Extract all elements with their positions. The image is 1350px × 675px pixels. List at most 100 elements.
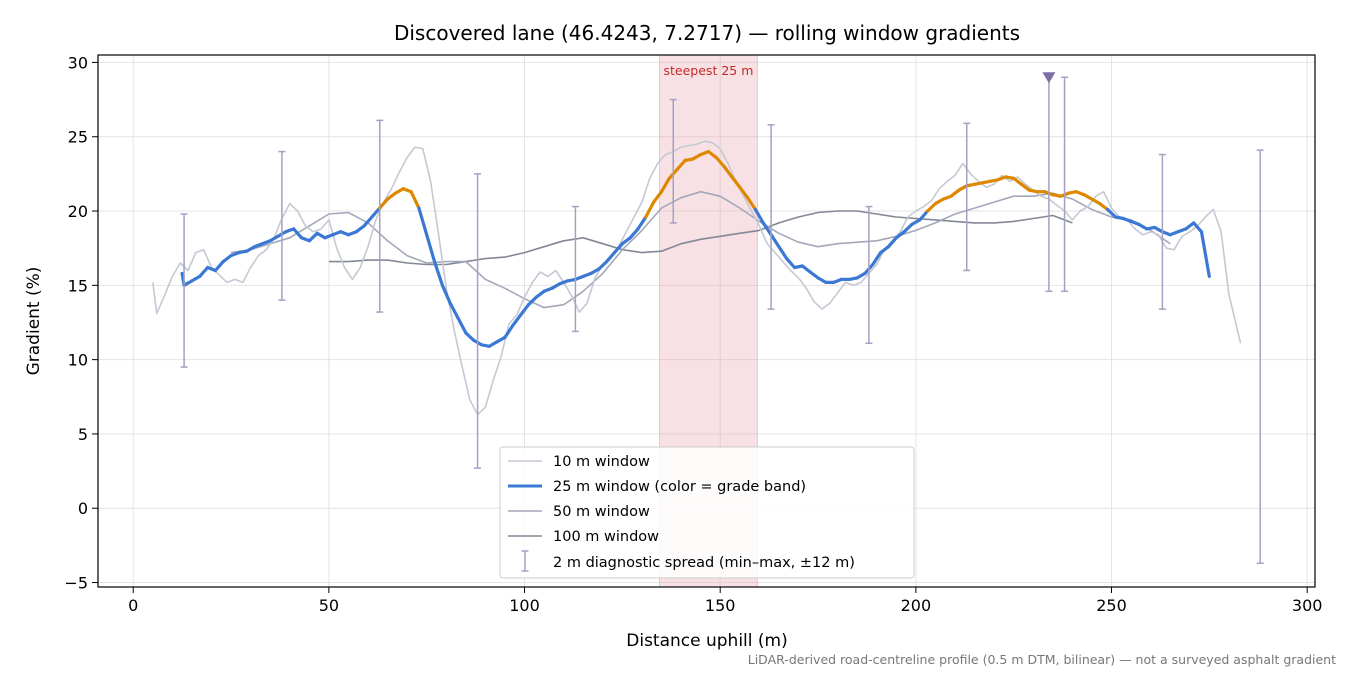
series-25m-segment bbox=[878, 245, 891, 255]
series-25m-segment bbox=[464, 331, 476, 342]
series-25m-segment bbox=[644, 200, 656, 219]
x-tick-label: 50 bbox=[319, 596, 339, 615]
series-25m-segment bbox=[1184, 221, 1196, 231]
errorbar bbox=[963, 122, 971, 272]
legend-label-100m: 100 m window bbox=[553, 529, 659, 545]
series-25m-segment bbox=[636, 215, 648, 231]
y-axis: −5 0 5 10 15 20 25 30 bbox=[64, 53, 98, 593]
x-axis: 0 50 100 150 200 250 300 bbox=[128, 587, 1322, 615]
series-25m-segment bbox=[800, 264, 812, 274]
series-25m-segment bbox=[526, 295, 538, 307]
series-25m-segment bbox=[886, 236, 898, 249]
series-25m-segment bbox=[425, 233, 437, 264]
errorbar bbox=[571, 205, 579, 333]
series-25m-segment bbox=[1199, 230, 1211, 278]
y-tick-label: 5 bbox=[78, 425, 88, 444]
peak-marker-icon bbox=[1042, 72, 1056, 84]
errorbar bbox=[376, 119, 384, 313]
errorbar bbox=[1061, 76, 1069, 293]
y-axis-label: Gradient (%) bbox=[24, 267, 44, 376]
series-25m-segment bbox=[753, 207, 765, 225]
y-tick-label: −5 bbox=[64, 574, 88, 593]
series-25m-segment bbox=[362, 215, 374, 228]
series-25m-segment bbox=[894, 230, 906, 240]
x-tick-label: 250 bbox=[1096, 596, 1127, 615]
errorbar bbox=[669, 98, 677, 224]
series-25m-segment bbox=[777, 245, 789, 261]
x-axis-label: Distance uphill (m) bbox=[626, 631, 787, 651]
legend-label-10m: 10 m window bbox=[553, 454, 650, 470]
series-25m-segment bbox=[307, 231, 319, 243]
series-25m-segment bbox=[1019, 182, 1031, 192]
series-25m-segment bbox=[659, 176, 671, 194]
series-layer bbox=[152, 140, 1242, 416]
errorbar bbox=[767, 124, 775, 310]
y-tick-label: 15 bbox=[68, 276, 88, 295]
series-line-0 bbox=[152, 140, 1242, 416]
series-25m-segment bbox=[440, 283, 452, 305]
series-25m-segment bbox=[706, 150, 718, 160]
errorbar bbox=[474, 173, 482, 469]
series-25m-segment bbox=[628, 227, 640, 240]
errorbar-layer bbox=[180, 76, 1264, 564]
series-25m-segment bbox=[949, 188, 961, 198]
steepest-band-label: steepest 25 m bbox=[664, 63, 754, 78]
series-25m-segment bbox=[534, 289, 546, 299]
series-25m-segment bbox=[925, 202, 938, 213]
legend-label-errorbar: 2 m diagnostic spread (min–max, ±12 m) bbox=[553, 555, 855, 571]
series-25m-segment bbox=[518, 303, 531, 317]
legend-swatch-errorbar bbox=[521, 550, 529, 572]
grid-lines bbox=[98, 55, 1315, 587]
series-25m-segment bbox=[448, 301, 460, 320]
series-25m-segment bbox=[652, 190, 664, 204]
y-tick-label: 20 bbox=[68, 202, 88, 221]
legend: 10 m window 25 m window (color = grade b… bbox=[499, 446, 915, 579]
footnote: LiDAR-derived road-centreline profile (0… bbox=[748, 652, 1336, 667]
x-tick-label: 300 bbox=[1292, 596, 1323, 615]
legend-label-25m: 25 m window (color = grade band) bbox=[553, 479, 806, 495]
series-25m-segment bbox=[871, 251, 883, 267]
errorbar bbox=[1256, 149, 1264, 564]
y-tick-label: 10 bbox=[68, 351, 88, 370]
series-line-2 bbox=[230, 190, 1171, 309]
series-25m-segment bbox=[808, 270, 820, 280]
plot-frame bbox=[97, 54, 1316, 588]
errorbar bbox=[1158, 153, 1166, 310]
series-25m-segment bbox=[730, 175, 742, 189]
series-25m-segment bbox=[675, 158, 687, 171]
series-25m-segment bbox=[761, 221, 773, 237]
series-25m-segment bbox=[612, 242, 625, 255]
series-25m-segment bbox=[902, 222, 914, 234]
series-25m-segment bbox=[722, 164, 734, 179]
x-tick-label: 150 bbox=[705, 596, 736, 615]
series-25m-segment bbox=[1192, 221, 1204, 234]
series-25m-segment bbox=[1012, 176, 1024, 186]
y-tick-label: 30 bbox=[68, 53, 88, 72]
series-25m-segment bbox=[918, 209, 930, 222]
series-25m-segment bbox=[597, 260, 609, 271]
legend-label-50m: 50 m window bbox=[553, 504, 650, 520]
series-25m-segment bbox=[292, 227, 304, 240]
errorbar bbox=[180, 213, 188, 368]
x-tick-label: 100 bbox=[509, 596, 540, 615]
series-line-3 bbox=[328, 210, 1073, 266]
series-25m-segment bbox=[370, 206, 382, 219]
series-25m-segment bbox=[432, 260, 444, 287]
series-25m-segment bbox=[409, 190, 421, 210]
series-25m-segment bbox=[417, 206, 429, 237]
x-tick-label: 0 bbox=[128, 596, 138, 615]
y-tick-label: 25 bbox=[68, 128, 88, 147]
series-25m-segment bbox=[745, 196, 758, 212]
series-25m-segment bbox=[785, 257, 797, 270]
series-25m-segment bbox=[1105, 207, 1118, 219]
series-25m-segment bbox=[503, 323, 515, 339]
series-25m-segment bbox=[221, 254, 233, 264]
series-25m-segment bbox=[769, 233, 781, 249]
series-25m-segment bbox=[386, 191, 397, 201]
legend-box bbox=[499, 446, 915, 579]
series-25m-segment bbox=[511, 313, 523, 328]
series-25m-segment bbox=[620, 236, 632, 246]
errorbar bbox=[865, 205, 873, 345]
series-25m-segment bbox=[198, 265, 210, 278]
